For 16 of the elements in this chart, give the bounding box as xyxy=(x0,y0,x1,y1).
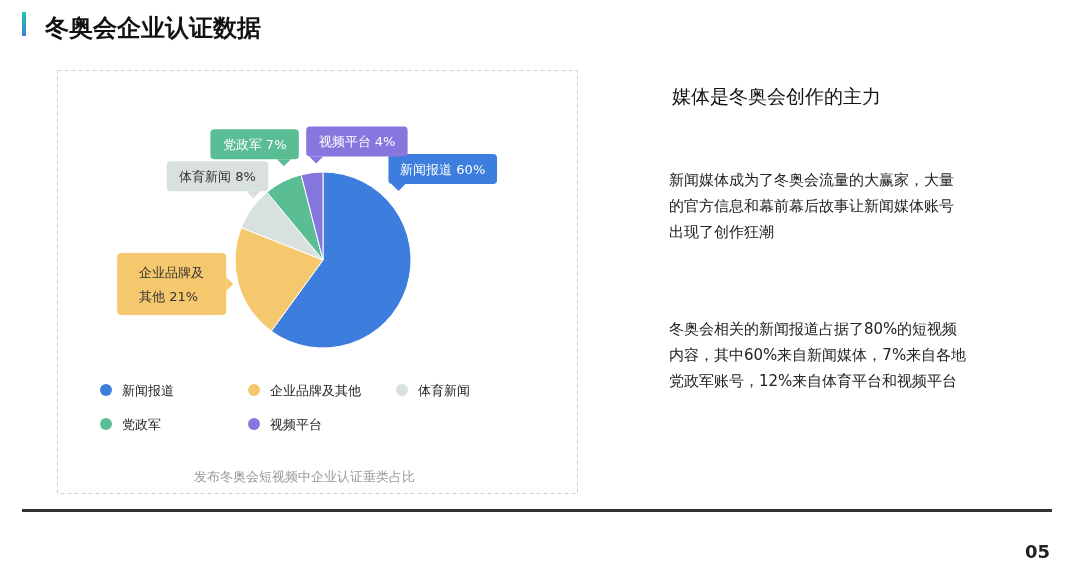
text: 发布冬奥会短视频中企业认证垂类占比 xyxy=(193,469,415,484)
data-label: 企业品牌及其他 21% xyxy=(139,265,205,305)
legend-label: 体育新闻 xyxy=(418,383,470,398)
data-label: 视频平台 4% xyxy=(318,134,396,150)
data-label: 新闻报道 60% xyxy=(400,161,486,177)
text: 冬奥会相关的新闻报道占据了80%的短视频内容，其中60%来自新闻媒体，7%来自各地党政军账号，12%来自体育平台和视频平台 xyxy=(669,320,967,390)
data-label: 体育新闻 8% xyxy=(179,169,256,185)
legend-label: 党政军 xyxy=(122,417,161,432)
data-label: 党政军 7% xyxy=(222,137,287,153)
chart-title: 冬奥会企业认证数据 xyxy=(44,14,261,42)
text: 新闻媒体成为了冬奥会流量的大赢家，大量的官方信息和幕前幕后故事让新闻媒体账号出现了创作狂潮 xyxy=(669,171,954,241)
text: 媒体是冬奥会创作的主力 xyxy=(672,85,881,107)
text: 05 xyxy=(1024,541,1050,562)
legend-label: 新闻报道 xyxy=(122,383,174,398)
legend-label: 视频平台 xyxy=(270,417,322,432)
legend-label: 企业品牌及其他 xyxy=(270,383,361,398)
